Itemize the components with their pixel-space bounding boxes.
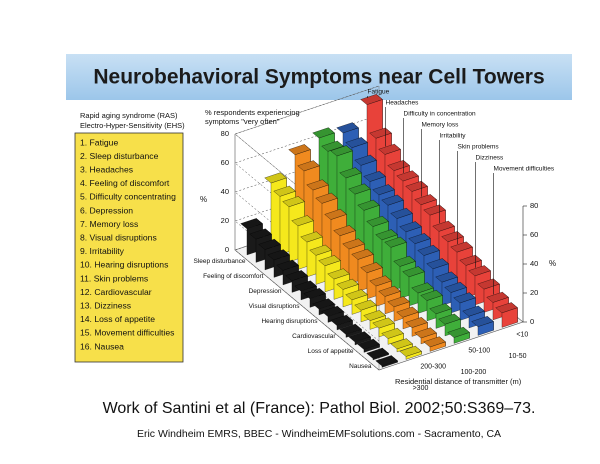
category-label: Dizziness <box>476 155 505 162</box>
credit: Eric Windheim EMRS, BBEC - WindheimEMFso… <box>137 428 501 440</box>
y-tick-label: 60 <box>221 158 229 167</box>
symptom-box <box>74 132 184 363</box>
y2-tick-label: 0 <box>530 317 534 326</box>
y-axis-title: symptoms "very often" <box>205 117 280 126</box>
box-heading: Electro-Hyper-Sensitivity (EHS) <box>80 121 185 130</box>
symptom-item: 14. Loss of appetite <box>80 314 155 324</box>
category-label: Hearing disruptions <box>261 318 318 325</box>
symptom-item: 2. Sleep disturbance <box>80 151 159 161</box>
x-axis-title: Residential distance of transmitter (m) <box>395 377 522 386</box>
y2-tick-label: 40 <box>530 259 538 268</box>
bar <box>429 341 446 352</box>
category-label: Difficulty in concentration <box>404 111 477 118</box>
category-label: Loss of appetite <box>308 348 354 355</box>
bar <box>363 344 380 353</box>
distance-label: 100-200 <box>461 369 487 376</box>
bar <box>336 320 353 331</box>
symptom-item: 12. Cardiovascular <box>80 287 152 297</box>
y-tick-label: 40 <box>221 187 229 196</box>
y2-tick-label: 20 <box>530 288 538 297</box>
distance-label: 10-50 <box>509 353 527 360</box>
box-heading: Rapid aging syndrome (RAS) <box>80 111 178 120</box>
category-label: Skin problems <box>458 144 500 151</box>
citation: Work of Santini et al (France): Pathol B… <box>103 400 536 417</box>
bar <box>354 336 371 346</box>
symptom-item: 16. Nausea <box>80 341 124 351</box>
y-tick-label: 0 <box>225 245 229 254</box>
symptom-item: 9. Irritability <box>80 246 125 256</box>
y-tick-label: 20 <box>221 216 229 225</box>
bar <box>477 321 494 336</box>
grid-line <box>234 85 380 255</box>
y-axis-title: % respondents experiencing <box>205 108 300 117</box>
symptom-item: 1. Fatigue <box>80 137 118 147</box>
y-tick-label: 80 <box>221 129 229 138</box>
title-banner <box>66 54 572 100</box>
symptom-item: 3. Headaches <box>80 164 133 174</box>
symptom-item: 13. Dizziness <box>80 300 131 310</box>
category-label: Cardiovascular <box>292 333 336 340</box>
bar <box>501 307 518 328</box>
y2-tick-label: 80 <box>530 201 538 210</box>
category-label: Feeling of discomfort <box>203 273 264 280</box>
distance-label: 200-300 <box>420 363 446 370</box>
bar <box>387 333 404 345</box>
symptom-item: 8. Visual disruptions <box>80 232 157 242</box>
y2-unit: % <box>549 259 556 268</box>
bar <box>396 343 413 353</box>
category-label: Irritability <box>440 133 467 140</box>
symptom-item: 11. Skin problems <box>80 273 148 283</box>
y-unit: % <box>200 195 207 204</box>
y2-tick-label: 60 <box>530 230 538 239</box>
category-label: Fatigue <box>368 89 390 96</box>
distance-label: 50-100 <box>468 347 490 354</box>
category-label: Memory loss <box>422 122 460 129</box>
symptom-item: 10. Hearing disruptions <box>80 260 168 270</box>
category-label: Depression <box>249 288 282 295</box>
category-label: Movement difficulties <box>494 166 555 173</box>
bar <box>345 329 362 338</box>
symptom-item: 5. Difficulty concentrating <box>80 192 176 202</box>
category-label: Sleep disturbance <box>193 258 245 265</box>
symptom-item: 7. Memory loss <box>80 219 138 229</box>
bar <box>381 360 398 368</box>
category-label: Nausea <box>349 363 372 370</box>
symptom-item: 4. Feeling of discomfort <box>80 178 170 188</box>
category-label: Visual disruptions <box>249 303 301 310</box>
category-label: Headaches <box>386 100 420 107</box>
slide-title: Neurobehavioral Symptoms near Cell Tower… <box>93 66 544 89</box>
bar <box>372 353 389 361</box>
distance-label: >300 <box>413 385 429 392</box>
symptom-item: 6. Depression <box>80 205 133 215</box>
symptom-item: 15. Movement difficulties <box>80 328 174 338</box>
bar <box>405 351 422 360</box>
distance-label: <10 <box>516 331 528 338</box>
bar <box>453 332 470 344</box>
